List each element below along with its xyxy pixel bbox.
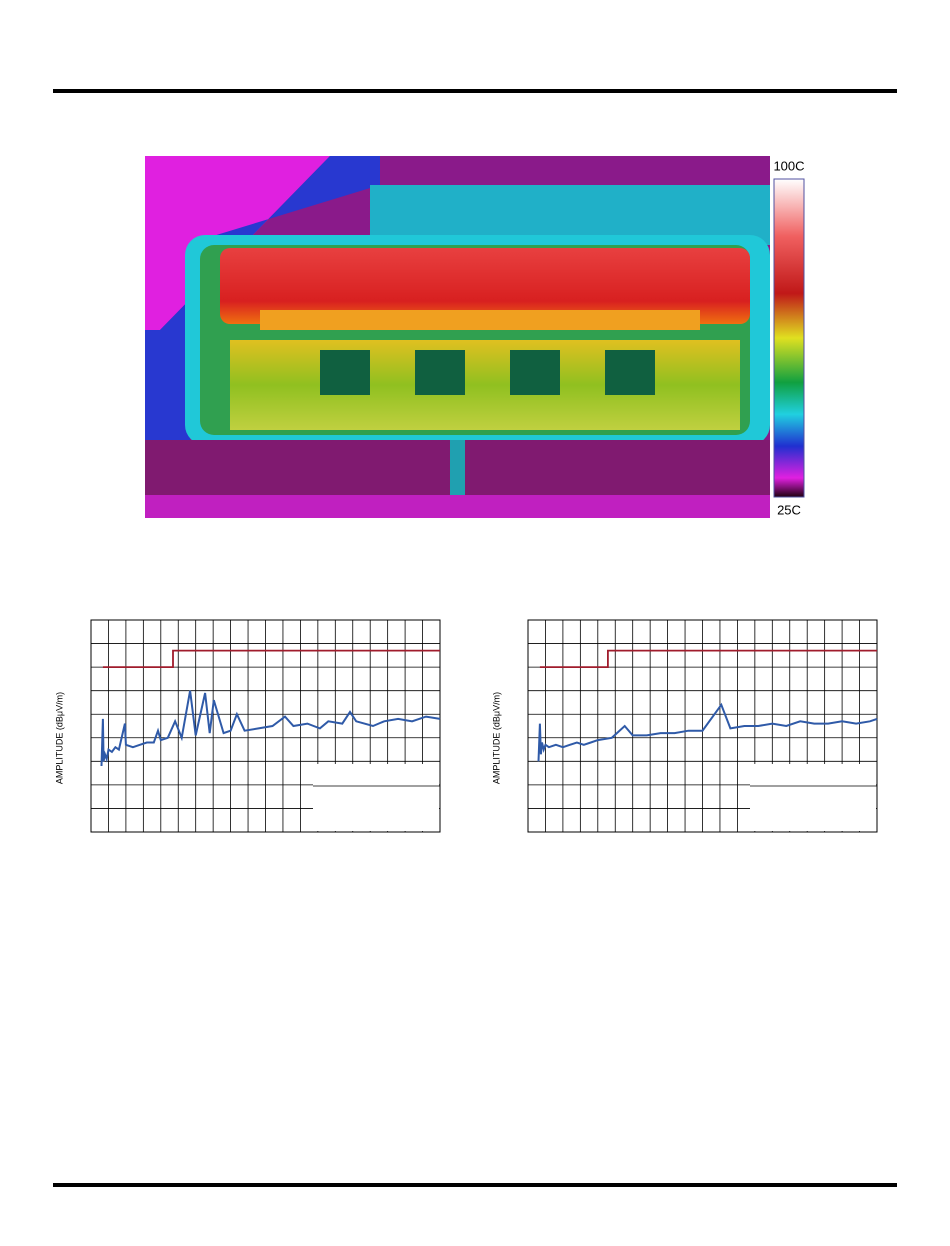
scale-max-label: 100C: [773, 158, 804, 173]
data-line: [539, 649, 877, 668]
bottom-rule: [53, 1183, 897, 1187]
top-rule: [53, 89, 897, 93]
data-line: [102, 649, 440, 668]
legend-box: [313, 764, 439, 831]
data-line: [537, 702, 878, 762]
legend-box: [750, 764, 876, 831]
y-axis-label: AMPLITUDE (dBμV/m): [54, 692, 64, 784]
color-scale: [773, 178, 805, 498]
scale-min-label: 25C: [777, 502, 801, 517]
thermal-image: [145, 156, 770, 518]
y-axis-label: AMPLITUDE (dBμV/m): [491, 692, 501, 784]
data-line: [100, 690, 441, 767]
